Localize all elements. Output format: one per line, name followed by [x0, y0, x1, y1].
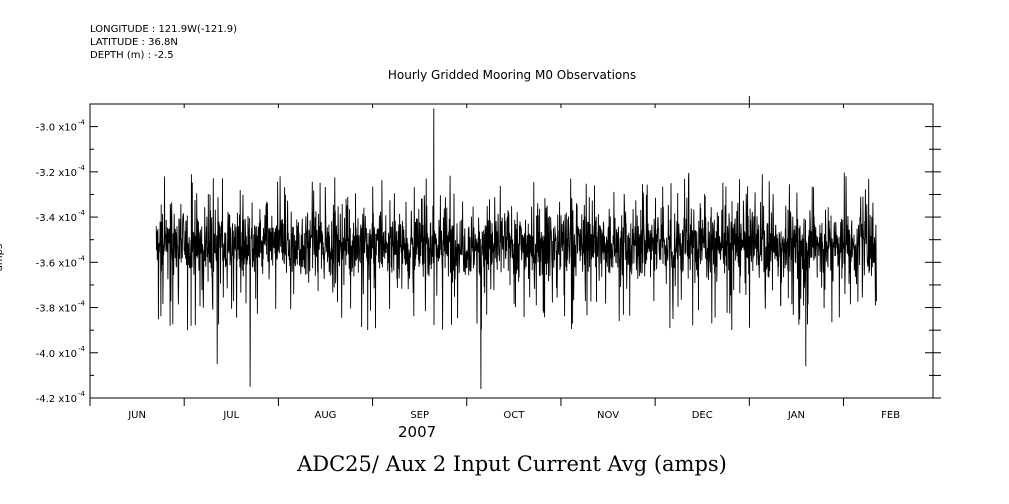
latitude-label: LATITUDE : 36.8N: [90, 37, 178, 48]
y-tick-exponent: -4: [78, 390, 86, 398]
y-tick-exponent: -4: [78, 345, 86, 353]
x-tick-label: AUG: [315, 410, 337, 421]
depth-label: DEPTH (m) : -2.5: [90, 50, 174, 61]
x-year-label: 2007: [398, 423, 437, 441]
plot-frame: [89, 103, 934, 399]
y-tick-exponent: -4: [78, 164, 86, 172]
y-tick-label: -4.0 x10: [36, 349, 77, 360]
y-tick-exponent: -4: [78, 209, 86, 217]
y-tick-label: -3.6 x10: [36, 258, 77, 269]
chart-title: Hourly Gridded Mooring M0 Observations: [387, 68, 637, 82]
y-tick-exponent: -4: [78, 254, 86, 262]
x-tick-label: JUN: [127, 410, 146, 421]
x-tick-label: DEC: [692, 410, 713, 421]
x-tick-label: JAN: [787, 410, 805, 421]
y-tick-exponent: -4: [78, 119, 86, 127]
y-axis-label: amps: [0, 243, 6, 272]
y-tick-exponent: -4: [78, 300, 86, 308]
x-tick-label: SEP: [410, 410, 429, 421]
y-tick-label: -4.2 x10: [36, 394, 77, 405]
x-tick-label: JUL: [222, 410, 239, 421]
y-tick-label: -3.0 x10: [36, 123, 77, 134]
y-tick-label: -3.4 x10: [36, 213, 77, 224]
longitude-label: LONGITUDE : 121.9W(-121.9): [90, 24, 237, 35]
x-tick-label: OCT: [503, 410, 525, 421]
y-tick-label: -3.2 x10: [36, 168, 77, 179]
x-tick-label: FEB: [881, 410, 900, 421]
series-line: [155, 108, 877, 390]
y-tick-label: -3.8 x10: [36, 304, 77, 315]
x-tick-label: NOV: [597, 410, 619, 421]
x-axis-title: ADC25/ Aux 2 Input Current Avg (amps): [297, 452, 727, 476]
